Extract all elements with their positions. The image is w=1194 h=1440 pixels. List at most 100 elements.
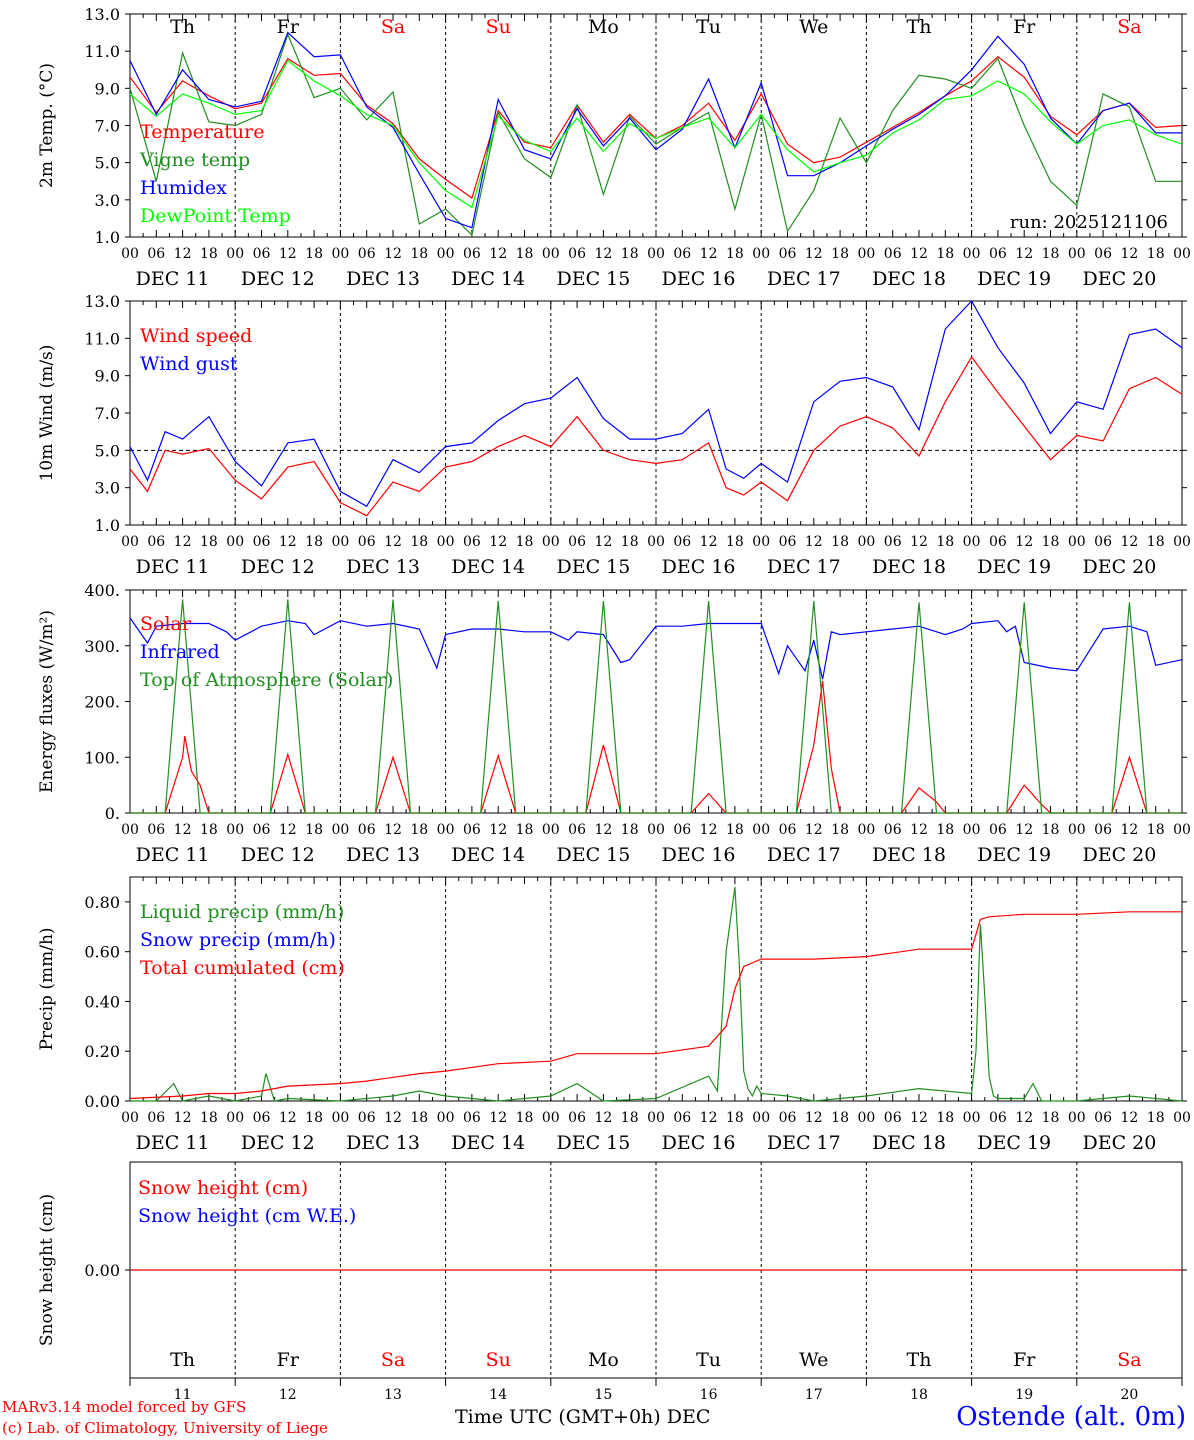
energy-hour-tick-label: 18: [516, 822, 534, 838]
temperature-hour-tick-label: 00: [226, 246, 244, 262]
precip-hour-tick-label: 12: [594, 1110, 612, 1126]
temperature-hour-tick-label: 18: [621, 246, 639, 262]
temperature-hour-tick-label: 18: [726, 246, 744, 262]
energy-y-tick-label: 0.: [105, 804, 120, 823]
precip-hour-tick-label: 18: [516, 1110, 534, 1126]
temperature-day-label: DEC 13: [346, 268, 420, 290]
energy-legend-infrared: Infrared: [140, 641, 220, 663]
temperature-hour-tick-label: 18: [1147, 246, 1165, 262]
credit-line-1: MARv3.14 model forced by GFS: [2, 1398, 247, 1416]
precip-y-axis-label: Precip (mm/h): [37, 927, 57, 1050]
precip-hour-tick-label: 12: [489, 1110, 507, 1126]
energy-hour-tick-label: 06: [463, 822, 481, 838]
temperature-day-label: DEC 16: [662, 268, 736, 290]
precip-hour-tick-label: 00: [857, 1110, 875, 1126]
temperature-day-label: DEC 18: [872, 268, 946, 290]
credit-line-2: (c) Lab. of Climatology, University of L…: [2, 1419, 328, 1437]
snow-weekday-label: Sa: [381, 1349, 405, 1371]
precip-day-label: DEC 16: [662, 1132, 736, 1154]
temperature-legend-temperature: Temperature: [140, 121, 264, 143]
wind-hour-tick-label: 18: [305, 534, 323, 550]
temperature-y-tick-label: 11.0: [84, 42, 120, 61]
energy-hour-tick-label: 12: [700, 822, 718, 838]
precip-hour-tick-label: 18: [200, 1110, 218, 1126]
wind-hour-tick-label: 00: [331, 534, 349, 550]
energy-hour-tick-label: 12: [489, 822, 507, 838]
precip-hour-tick-label: 00: [963, 1110, 981, 1126]
precip-hour-tick-label: 18: [621, 1110, 639, 1126]
temperature-hour-tick-label: 18: [936, 246, 954, 262]
wind-hour-tick-label: 00: [1173, 534, 1191, 550]
precip-hour-tick-label: 18: [410, 1110, 428, 1126]
energy-day-label: DEC 11: [136, 844, 210, 866]
temperature-series-vigne-temp: [129, 32, 1182, 237]
energy-day-label: DEC 16: [662, 844, 736, 866]
precip-legend-snow-precip-mm-h-: Snow precip (mm/h): [140, 929, 336, 951]
temperature-weekday-label: Su: [486, 16, 511, 38]
energy-hour-tick-label: 06: [568, 822, 586, 838]
wind-hour-tick-label: 06: [147, 534, 165, 550]
temperature-hour-tick-label: 18: [516, 246, 534, 262]
precip-hour-tick-label: 06: [358, 1110, 376, 1126]
wind-hour-tick-label: 00: [542, 534, 560, 550]
wind-hour-tick-label: 18: [1042, 534, 1060, 550]
energy-hour-tick-label: 06: [884, 822, 902, 838]
wind-hour-tick-label: 12: [594, 534, 612, 550]
wind-hour-tick-label: 18: [1147, 534, 1165, 550]
precip-hour-tick-label: 12: [910, 1110, 928, 1126]
precip-hour-tick-label: 00: [121, 1110, 139, 1126]
energy-hour-tick-label: 00: [857, 822, 875, 838]
wind-hour-tick-label: 18: [200, 534, 218, 550]
temperature-y-tick-label: 5.0: [95, 154, 120, 173]
temperature-weekday-label: Th: [907, 16, 932, 38]
energy-hour-tick-label: 00: [1068, 822, 1086, 838]
energy-hour-tick-label: 12: [594, 822, 612, 838]
snow-weekday-label: Fr: [1013, 1349, 1036, 1371]
temperature-y-tick-label: 9.0: [95, 79, 120, 98]
precip-series-liquid-precip-mm-h-: [130, 886, 1183, 1102]
temperature-hour-tick-label: 18: [305, 246, 323, 262]
precip-hour-tick-label: 06: [463, 1110, 481, 1126]
wind-day-label: DEC 12: [241, 556, 315, 578]
temperature-series-humidex: [129, 31, 1182, 229]
precip-series-total-cumulated-cm-: [129, 911, 1182, 1100]
temperature-day-label: DEC 15: [556, 268, 630, 290]
precip-hour-tick-label: 06: [989, 1110, 1007, 1126]
temperature-weekday-label: Fr: [1013, 16, 1036, 38]
snow-weekday-label: Sa: [1117, 1349, 1141, 1371]
temperature-hour-tick-label: 06: [1094, 246, 1112, 262]
temperature-hour-tick-label: 12: [489, 246, 507, 262]
snow-day-number: 12: [279, 1387, 297, 1403]
precip-hour-tick-label: 12: [1015, 1110, 1033, 1126]
precip-hour-tick-label: 12: [174, 1110, 192, 1126]
temperature-hour-tick-label: 06: [253, 246, 271, 262]
temperature-hour-tick-label: 00: [331, 246, 349, 262]
precip-hour-tick-label: 18: [936, 1110, 954, 1126]
energy-hour-tick-label: 00: [226, 822, 244, 838]
wind-day-label: DEC 16: [662, 556, 736, 578]
wind-hour-tick-label: 12: [805, 534, 823, 550]
wind-y-tick-label: 11.0: [84, 329, 120, 348]
energy-day-label: DEC 12: [241, 844, 315, 866]
energy-hour-tick-label: 06: [358, 822, 376, 838]
precip-hour-tick-label: 00: [226, 1110, 244, 1126]
energy-hour-tick-label: 06: [673, 822, 691, 838]
wind-hour-tick-label: 00: [752, 534, 770, 550]
temperature-run-annotation: run: 2025121106: [1010, 212, 1168, 233]
energy-hour-tick-label: 00: [542, 822, 560, 838]
energy-hour-tick-label: 12: [279, 822, 297, 838]
wind-day-label: DEC 20: [1082, 556, 1156, 578]
precip-y-tick-label: 0.00: [84, 1092, 120, 1111]
snow-weekday-label: Tu: [696, 1349, 721, 1371]
precip-hour-tick-label: 06: [253, 1110, 271, 1126]
temperature-y-tick-label: 7.0: [95, 117, 120, 136]
wind-legend-wind-gust: Wind gust: [140, 353, 238, 375]
temperature-hour-tick-label: 12: [279, 246, 297, 262]
wind-y-tick-label: 1.0: [95, 516, 120, 535]
energy-hour-tick-label: 12: [1015, 822, 1033, 838]
energy-hour-tick-label: 00: [963, 822, 981, 838]
precip-hour-tick-label: 06: [779, 1110, 797, 1126]
wind-legend-wind-speed: Wind speed: [140, 325, 252, 347]
temperature-hour-tick-label: 00: [647, 246, 665, 262]
energy-hour-tick-label: 18: [621, 822, 639, 838]
